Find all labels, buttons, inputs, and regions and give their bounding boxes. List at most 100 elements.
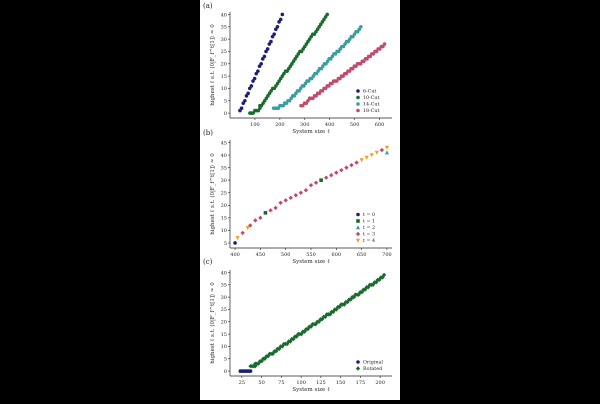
legend-label: t = 3 [363,232,375,238]
y-tick-label: 15 [221,74,227,80]
data-point [379,147,385,153]
data-point [323,175,329,180]
data-point [269,39,273,44]
chart-a: 100 200 300 400 500 600 0 5 10 15 20 25 30 35 40 System… [209,12,392,135]
legend-marker [356,212,360,217]
legend-label: 6-Cut [363,89,376,95]
data-point [308,183,314,188]
chart-c: 25 50 75 100 125 150 175 200 0 5 10 15 20 25 30 35 40 Sys… [209,270,392,393]
legend-marker [355,238,361,243]
y-tick-label: 20 [221,320,227,326]
data-point [384,145,390,150]
y-tick-label: 20 [221,62,227,68]
y-tick-label: 30 [221,295,227,301]
x-tick-label: 400 [230,252,240,258]
legend-label: Rotated [363,366,382,372]
legend-label: Original [363,360,383,366]
legend-marker [355,366,361,371]
data-point [349,162,354,168]
panel-label-c: (c) [203,258,213,266]
x-tick-label: 125 [316,380,326,386]
data-point [329,172,334,178]
x-tick-label: 600 [375,122,385,128]
y-tick-label: 25 [221,307,227,313]
legend-marker [356,89,360,93]
legend-marker [356,102,360,106]
data-point [339,167,344,173]
x-tick-label: 200 [375,380,385,386]
data-point [384,150,390,155]
data-point [252,76,257,81]
legend-marker [355,231,361,237]
y-tick-label: 5 [224,241,227,247]
legend-marker [356,219,360,223]
data-point [280,12,285,17]
legend-label: 18-Cut [363,108,379,114]
y-tick-label: 5 [224,99,227,105]
y-tick-label: 15 [221,216,227,222]
y-tick-label: 25 [221,49,227,55]
y-tick-label: 40 [221,153,227,159]
data-point [245,226,250,231]
x-tick-label: 100 [250,122,260,128]
data-point [359,158,364,163]
y-tick-label: 10 [221,344,227,350]
data-point [380,275,385,280]
data-point [239,106,244,110]
panel-label-a: (a) [203,2,213,10]
data-point [284,341,290,347]
data-point [263,211,268,215]
y-tick-label: 0 [224,111,227,117]
y-tick-label: 5 [224,357,227,363]
data-point [278,200,283,205]
y-tick-label: 35 [221,25,227,31]
data-point [365,285,371,290]
x-tick-label: 150 [336,380,346,386]
data-point [298,190,304,195]
data-point [293,193,299,198]
x-tick-label: 25 [239,380,245,386]
x-axis-label: System size ℓ [292,129,330,135]
y-tick-label: 20 [221,203,227,209]
x-tick-label: 50 [258,380,264,386]
data-point [325,12,329,17]
x-tick-label: 175 [356,380,366,386]
data-point [278,17,283,22]
data-point [369,153,374,158]
data-point [258,215,263,221]
legend-label: t = 0 [363,212,375,218]
legend-marker [356,95,360,100]
x-tick-label: 700 [382,252,392,258]
data-point [344,165,349,170]
data-point [288,339,293,344]
x-tick-label: 75 [278,380,284,386]
data-point [246,91,250,96]
legend-label: t = 4 [363,238,375,244]
data-point [334,170,339,175]
data-point [273,205,278,211]
x-tick-label: 100 [296,380,306,386]
x-tick-label: 650 [357,252,367,258]
data-point [319,178,323,182]
x-tick-label: 400 [325,122,335,128]
data-point [283,198,288,203]
y-axis-label: highest ℓ s.t. ⟨0|F_f^t[1]⟩ ≈ 0 [209,153,216,235]
data-point [268,208,273,213]
panel-label-b: (b) [203,129,213,137]
x-tick-label: 500 [350,122,360,128]
x-axis-label: System size ℓ [292,387,330,393]
data-point [235,236,240,241]
y-axis-label: highest ℓ s.t. ⟨0|F_f^t[1]⟩ ≈ 0 [209,282,216,364]
data-point [359,24,363,29]
x-tick-label: 550 [306,252,316,258]
data-point [233,241,237,245]
y-tick-label: 30 [221,178,227,184]
data-point [337,304,342,310]
data-point [364,155,369,160]
data-point [262,54,267,59]
y-tick-label: 45 [221,140,227,146]
legend-label: t = 2 [363,225,375,231]
y-tick-label: 40 [221,12,227,18]
legend-marker [356,360,360,364]
y-tick-label: 35 [221,283,227,289]
